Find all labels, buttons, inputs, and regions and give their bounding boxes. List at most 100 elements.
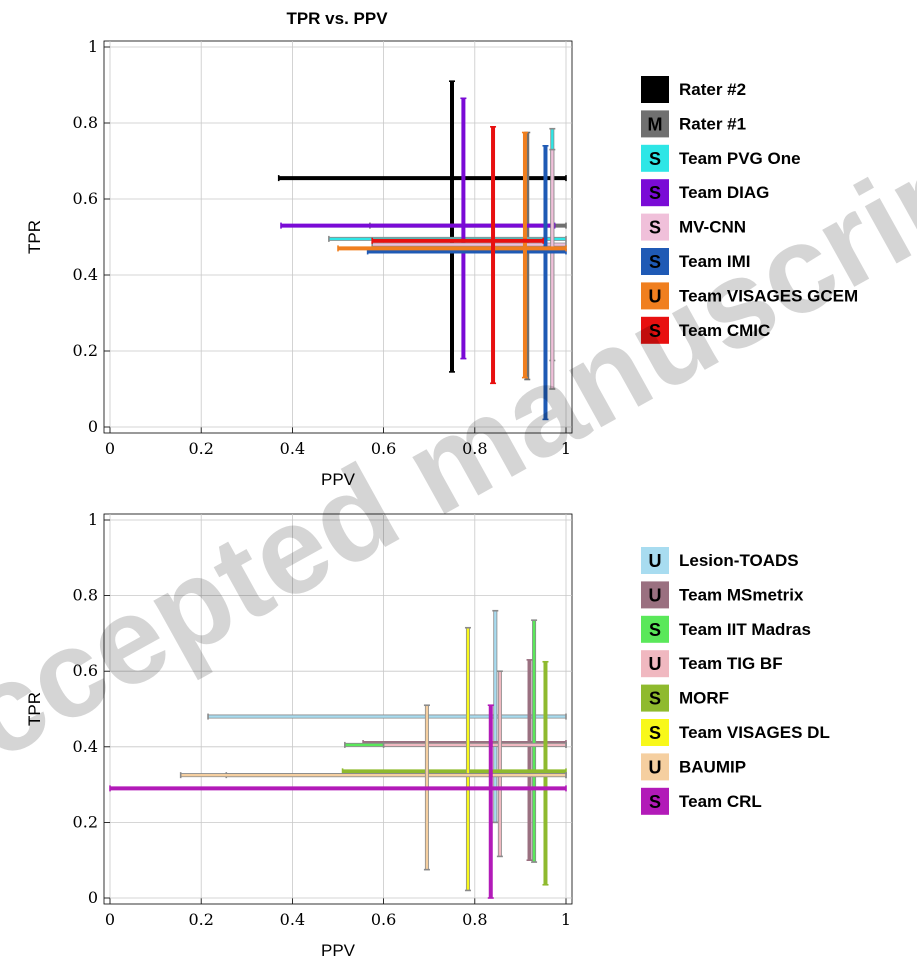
legend-label: Rater #2: [679, 80, 746, 99]
legend-item: S Team IMI: [641, 248, 750, 275]
y-tick-label: 0.4: [73, 265, 98, 284]
chart-panel-bottom: 0 0.2 0.4 0.6 0.8 1 0 0.2 0.4 0.6 0.8 1 PPV TPR: [25, 510, 573, 960]
legend-label: Team CMIC: [679, 321, 770, 340]
y-tick-label: 0.2: [73, 812, 98, 831]
x-tick-label: 0.6: [371, 910, 396, 929]
legend-label: BAUMIP: [679, 757, 746, 776]
legend-item: U Team MSmetrix: [641, 581, 804, 609]
x-tick-label: 0.2: [188, 439, 213, 458]
legend-swatch: [641, 650, 669, 678]
legend-item: U BAUMIP: [641, 753, 746, 781]
x-tick-label: 0.6: [371, 439, 396, 458]
legend-marker-letter: S: [649, 149, 661, 169]
y-tick-label: 0.6: [73, 189, 98, 208]
legend-label: Team CRL: [679, 792, 762, 811]
chart-panel-top: 0 0.2 0.4 0.6 0.8 1 0 0.2 0.4 0.6 0.8 1 PPV TPR: [25, 37, 573, 489]
legend-swatch: [641, 547, 669, 574]
legend-label: Team DIAG: [679, 183, 769, 202]
legend-label: Team IIT Madras: [679, 620, 811, 639]
legend-label: Team MSmetrix: [679, 585, 804, 604]
y-tick-label: 0.6: [73, 661, 98, 680]
legend-swatch: [641, 615, 669, 643]
legend-marker-letter: S: [649, 252, 661, 272]
legend-marker-letter: U: [649, 551, 662, 571]
x-tick-label: 1: [561, 439, 571, 458]
legend-label: Team VISAGES DL: [679, 723, 830, 742]
legend-marker-letter: S: [649, 218, 661, 238]
legend-item: S MORF: [641, 684, 729, 712]
legend-swatch: [641, 179, 669, 207]
series-3: [280, 97, 556, 360]
x-tick-label: 0: [105, 910, 115, 929]
legend-top: Rater #2 M Rater #1 S Team PVG One S Team DIAG…: [641, 76, 858, 344]
legend-marker-letter: S: [649, 689, 661, 709]
x-tick-label: 0.4: [280, 910, 305, 929]
legend-marker-letter: M: [648, 114, 663, 134]
chart-title: TPR vs. PPV: [286, 9, 388, 28]
y-tick-label: 1: [88, 37, 98, 56]
legend-marker-letter: U: [649, 286, 662, 306]
legend-item: U Lesion-TOADS: [641, 547, 799, 574]
legend-swatch: [641, 76, 669, 103]
legend-marker-letter: U: [649, 757, 662, 777]
legend-marker-letter: S: [649, 792, 661, 812]
y-tick-label: 0: [88, 888, 98, 907]
legend-swatch: [641, 684, 669, 712]
y-axis-label: TPR: [25, 692, 44, 726]
legend-swatch: [641, 719, 669, 746]
legend-item: S MV-CNN: [641, 213, 746, 241]
x-tick-label: 1: [561, 910, 571, 929]
legend-item: S Team VISAGES DL: [641, 719, 830, 746]
legend-swatch: [641, 144, 669, 172]
legend-marker-letter: S: [649, 183, 661, 203]
legend-item: Rater #2: [641, 76, 746, 103]
legend-marker-letter: S: [649, 620, 661, 640]
legend-label: Team PVG One: [679, 149, 801, 168]
series-7: [371, 126, 545, 385]
legend-bottom: U Lesion-TOADS U Team MSmetrix S Team IIT Mad…: [641, 547, 830, 815]
y-tick-label: 1: [88, 510, 98, 529]
x-tick-label: 0: [105, 439, 115, 458]
x-tick-label: 0.2: [188, 910, 213, 929]
legend-label: Rater #1: [679, 114, 746, 133]
legend-item: U Team TIG BF: [641, 650, 783, 678]
series-7: [109, 704, 567, 899]
legend-label: MV-CNN: [679, 218, 746, 237]
series-5: [366, 145, 567, 421]
x-tick-label: 0.8: [462, 439, 487, 458]
legend-label: Team IMI: [679, 252, 750, 271]
series-4: [371, 148, 567, 390]
legend-marker-letter: U: [649, 585, 662, 605]
legend-swatch: [641, 581, 669, 609]
legend-item: S Team CMIC: [641, 316, 770, 344]
legend-label: Team VISAGES GCEM: [679, 286, 858, 305]
x-tick-label: 0.8: [462, 910, 487, 929]
legend-item: S Team DIAG: [641, 179, 769, 207]
y-axis-label: TPR: [25, 220, 44, 254]
legend-swatch: [641, 282, 669, 310]
series-3: [382, 670, 567, 858]
legend-item: S Team PVG One: [641, 144, 801, 172]
legend-item: M Rater #1: [641, 110, 746, 138]
legend-swatch: [641, 753, 669, 781]
legend-swatch: [641, 248, 669, 275]
y-tick-label: 0.4: [73, 737, 98, 756]
series-0: [277, 80, 567, 373]
legend-swatch: [641, 110, 669, 138]
legend-swatch: [641, 787, 669, 815]
legend-marker-letter: U: [649, 654, 662, 674]
y-tick-label: 0.8: [73, 586, 98, 605]
legend-swatch: [641, 213, 669, 241]
series-6: [337, 131, 567, 379]
x-axis-label: PPV: [321, 470, 356, 489]
x-axis-label: PPV: [321, 941, 356, 960]
legend-swatch: [641, 316, 669, 344]
y-tick-label: 0.2: [73, 341, 98, 360]
legend-item: U Team VISAGES GCEM: [641, 282, 858, 310]
legend-marker-letter: S: [649, 321, 661, 341]
legend-item: S Team CRL: [641, 787, 762, 815]
legend-item: S Team IIT Madras: [641, 615, 811, 643]
y-tick-label: 0.8: [73, 113, 98, 132]
x-tick-label: 0.4: [280, 439, 305, 458]
